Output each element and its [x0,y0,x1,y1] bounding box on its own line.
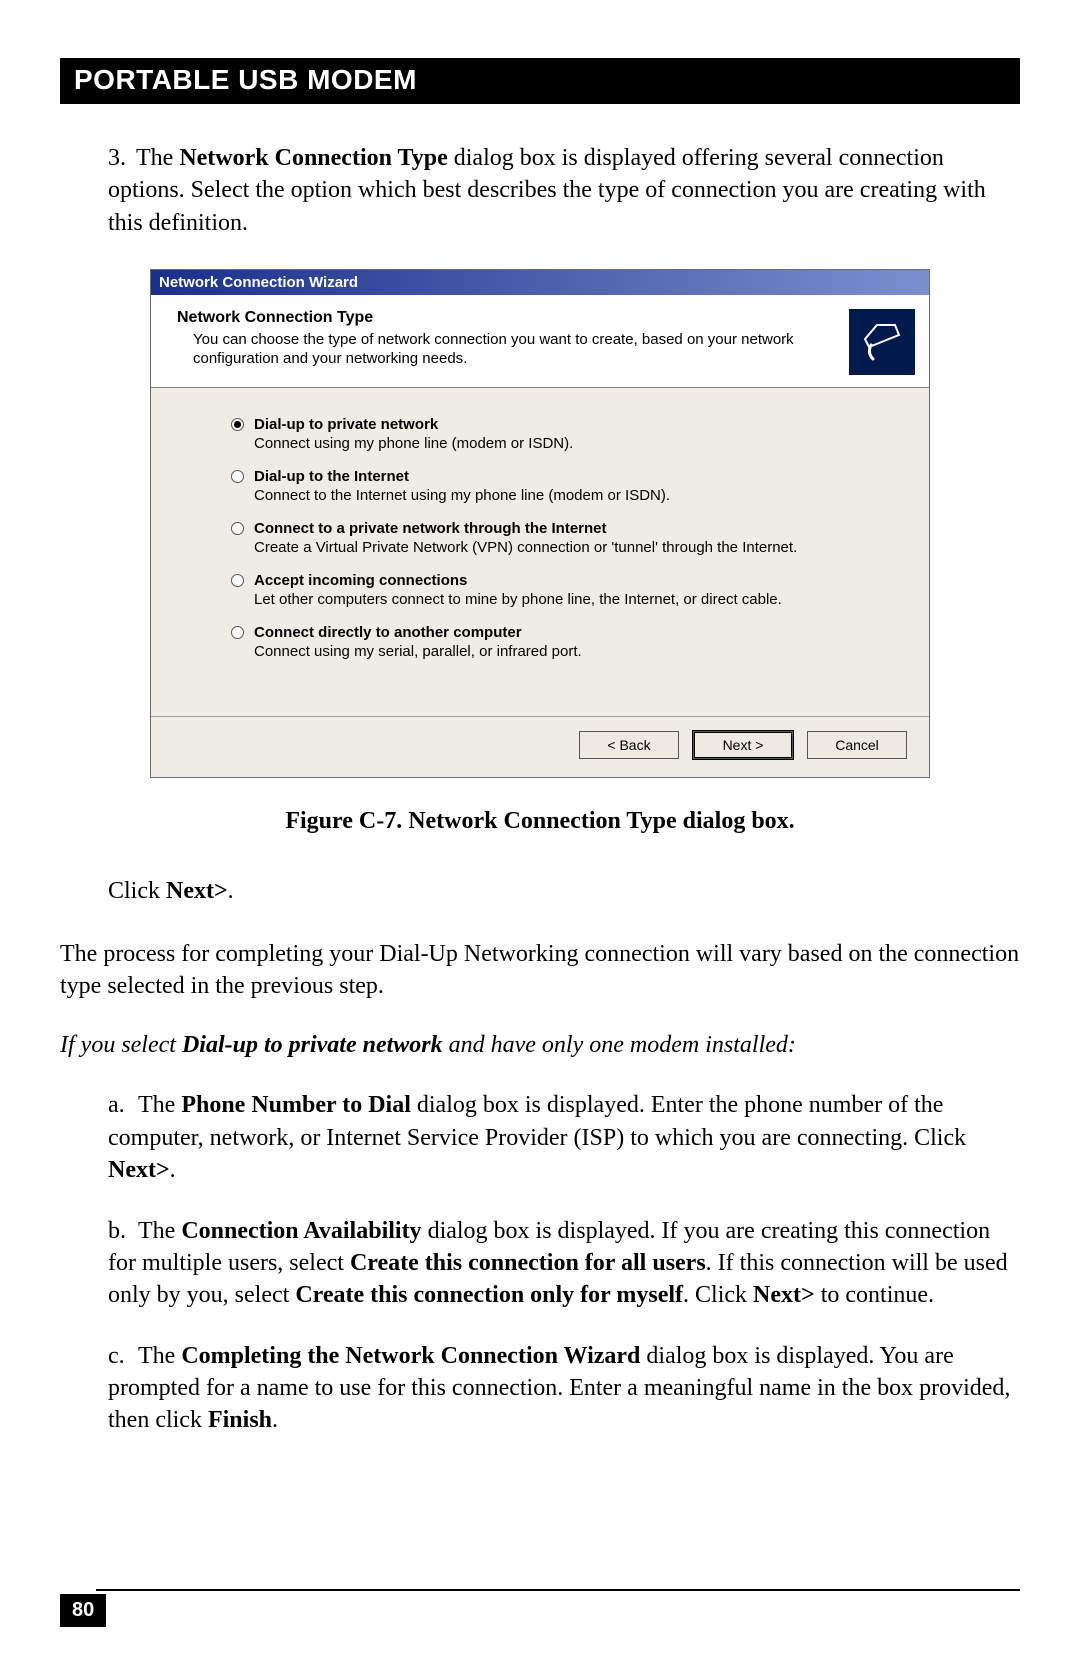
step-label: b. [108,1215,138,1247]
clicknext-bold: Next> [166,878,228,904]
italic-t1: If you select [60,1032,182,1058]
next-button[interactable]: Next > [693,731,793,759]
step-c: c.The Completing the Network Connection … [108,1340,1020,1437]
back-button[interactable]: < Back [579,731,679,759]
radio-button[interactable] [231,522,244,535]
figure-caption: Figure C-7. Network Connection Type dial… [60,808,1020,835]
option-row: Dial-up to the Internet Connect to the I… [231,468,901,504]
process-paragraph: The process for completing your Dial-Up … [60,938,1020,1003]
clicknext-post: . [228,878,234,904]
clicknext-pre: Click [108,878,166,904]
radio-button[interactable] [231,418,244,431]
option-label[interactable]: Connect directly to another computer [254,624,522,641]
italic-t2: and have only one modem installed: [443,1032,796,1058]
list-number: 3. [108,142,136,174]
intro-t1: The [136,145,179,171]
option-label[interactable]: Accept incoming connections [254,572,467,589]
click-next-line: Click Next>. [108,875,1020,907]
italic-bold: Dial-up to private network [182,1032,443,1058]
txt: . [170,1157,176,1183]
radio-button[interactable] [231,574,244,587]
step-label: a. [108,1089,138,1121]
cancel-button[interactable]: Cancel [807,731,907,759]
dialog-titlebar: Network Connection Wizard [151,270,929,295]
bold: Next> [108,1157,170,1183]
step-label: c. [108,1340,138,1372]
option-row: Connect to a private network through the… [231,520,901,556]
dialog-header-title: Network Connection Type [177,309,837,327]
step-a: a.The Phone Number to Dial dialog box is… [108,1089,1020,1186]
page-number: 80 [60,1594,106,1627]
italic-condition: If you select Dial-up to private network… [60,1032,1020,1059]
bold: Next> [753,1282,815,1308]
dialog-window: Network Connection Wizard Network Connec… [150,269,930,778]
txt: The [138,1343,181,1369]
dialog-options: Dial-up to private network Connect using… [151,388,929,716]
bold: Finish [208,1407,272,1433]
network-icon [849,309,915,375]
dialog-header: Network Connection Type You can choose t… [151,295,929,388]
option-desc: Connect using my serial, parallel, or in… [254,643,901,660]
radio-button[interactable] [231,626,244,639]
txt: . Click [683,1282,753,1308]
txt: to continue. [815,1282,934,1308]
bold: Connection Availability [181,1218,421,1244]
step-b: b.The Connection Availability dialog box… [108,1215,1020,1312]
radio-button[interactable] [231,470,244,483]
bold: Completing the Network Connection Wizard [181,1343,640,1369]
bold: Create this connection for all users [350,1250,706,1276]
dialog-header-subtitle: You can choose the type of network conne… [177,331,837,369]
intro-paragraph: 3.The Network Connection Type dialog box… [108,142,1020,239]
option-label[interactable]: Dial-up to the Internet [254,468,409,485]
dialog-button-row: < Back Next > Cancel [151,716,929,777]
page-header: PORTABLE USB MODEM [60,58,1020,104]
option-desc: Create a Virtual Private Network (VPN) c… [254,539,901,556]
txt: The [138,1092,181,1118]
bold: Phone Number to Dial [181,1092,411,1118]
bold: Create this connection only for myself [295,1282,683,1308]
option-desc: Connect using my phone line (modem or IS… [254,435,901,452]
option-row: Accept incoming connections Let other co… [231,572,901,608]
intro-bold: Network Connection Type [179,145,447,171]
txt: The [138,1218,181,1244]
option-row: Dial-up to private network Connect using… [231,416,901,452]
option-desc: Let other computers connect to mine by p… [254,591,901,608]
txt: . [272,1407,278,1433]
option-desc: Connect to the Internet using my phone l… [254,487,901,504]
option-label[interactable]: Connect to a private network through the… [254,520,607,537]
footer-rule [96,1589,1020,1591]
option-row: Connect directly to another computer Con… [231,624,901,660]
option-label[interactable]: Dial-up to private network [254,416,438,433]
